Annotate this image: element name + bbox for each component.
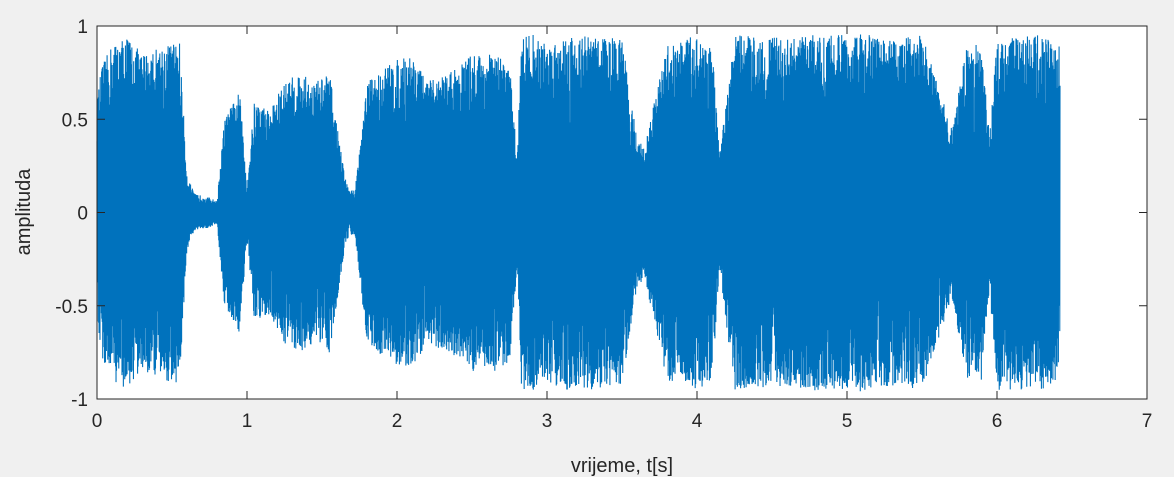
x-tick-label: 4 — [692, 411, 703, 432]
x-tick-label: 6 — [992, 411, 1003, 432]
y-axis-label: amplituda — [13, 168, 35, 256]
y-tick-label: -1 — [71, 390, 88, 411]
y-tick-label: 1 — [77, 17, 88, 38]
y-tick-labels: 1 0.5 0 -0.5 -1 — [55, 17, 88, 411]
x-axis-label: vrijeme, t[s] — [571, 455, 673, 477]
x-tick-label: 0 — [92, 411, 103, 432]
y-tick-label: 0 — [77, 204, 88, 225]
plot-frame — [96, 25, 1148, 400]
x-tick-label: 3 — [542, 411, 553, 432]
x-tick-label: 7 — [1142, 411, 1153, 432]
x-tick-label: 5 — [842, 411, 853, 432]
waveform-line — [96, 34, 1061, 392]
x-tick-label: 2 — [392, 411, 403, 432]
x-tick-labels: 0 1 2 3 4 5 6 7 — [92, 411, 1153, 432]
waveform-series — [96, 34, 1061, 392]
y-tick-label: 0.5 — [62, 110, 88, 131]
y-tick-label: -0.5 — [55, 297, 88, 318]
x-tick-label: 1 — [242, 411, 253, 432]
